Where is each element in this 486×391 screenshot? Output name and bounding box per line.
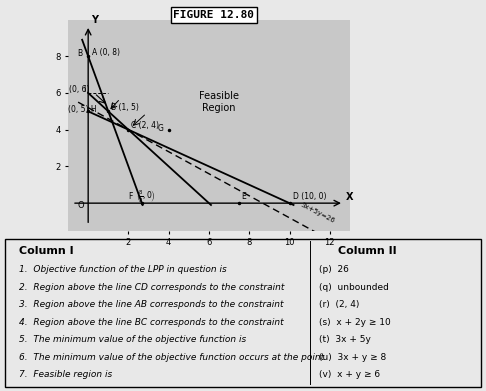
Text: FIGURE 12.80: FIGURE 12.80: [174, 10, 254, 20]
Text: Column I: Column I: [19, 246, 74, 256]
Text: B: B: [77, 49, 82, 58]
Text: G: G: [157, 124, 163, 133]
Text: Feasible
Region: Feasible Region: [199, 91, 239, 113]
Text: A (0, 8): A (0, 8): [92, 48, 120, 57]
Text: (u)  3x + y ≥ 8: (u) 3x + y ≥ 8: [319, 353, 386, 362]
Text: 3x+5y=26: 3x+5y=26: [299, 202, 336, 224]
Text: 5.  The minimum value of the objective function is: 5. The minimum value of the objective fu…: [19, 335, 246, 344]
Text: I: I: [83, 85, 86, 94]
Text: (p)  26: (p) 26: [319, 265, 349, 274]
Text: F: F: [128, 192, 132, 201]
Text: 2.  Region above the line CD corresponds to the constraint: 2. Region above the line CD corresponds …: [19, 283, 284, 292]
Text: (r)  (2, 4): (r) (2, 4): [319, 300, 360, 309]
Text: D (10, 0): D (10, 0): [293, 192, 326, 201]
Text: (v)  x + y ≥ 6: (v) x + y ≥ 6: [319, 370, 381, 379]
Text: X: X: [346, 192, 353, 202]
Text: (0, 5) H: (0, 5) H: [68, 105, 97, 114]
Text: 4.  Region above the line BC corresponds to the constraint: 4. Region above the line BC corresponds …: [19, 318, 284, 327]
Text: 7.  Feasible region is: 7. Feasible region is: [19, 370, 112, 379]
Text: (s)  x + 2y ≥ 10: (s) x + 2y ≥ 10: [319, 318, 391, 327]
Text: Column II: Column II: [338, 246, 397, 256]
Text: (t)  3x + 5y: (t) 3x + 5y: [319, 335, 371, 344]
Text: $\left(\!\frac{8}{3},0\!\right)$: $\left(\!\frac{8}{3},0\!\right)$: [136, 189, 155, 205]
Text: 3.  Region above the line AB corresponds to the constraint: 3. Region above the line AB corresponds …: [19, 300, 284, 309]
Text: E: E: [241, 192, 246, 201]
Text: O: O: [77, 201, 84, 210]
Text: 6.  The minimum value of the objective function occurs at the point: 6. The minimum value of the objective fu…: [19, 353, 324, 362]
Text: B (1, 5): B (1, 5): [111, 102, 139, 111]
Text: 1.  Objective function of the LPP in question is: 1. Objective function of the LPP in ques…: [19, 265, 227, 274]
Text: Y: Y: [90, 15, 98, 25]
Text: (q)  unbounded: (q) unbounded: [319, 283, 389, 292]
Text: C (2, 4): C (2, 4): [131, 121, 159, 130]
Text: (0, 6): (0, 6): [69, 85, 89, 94]
